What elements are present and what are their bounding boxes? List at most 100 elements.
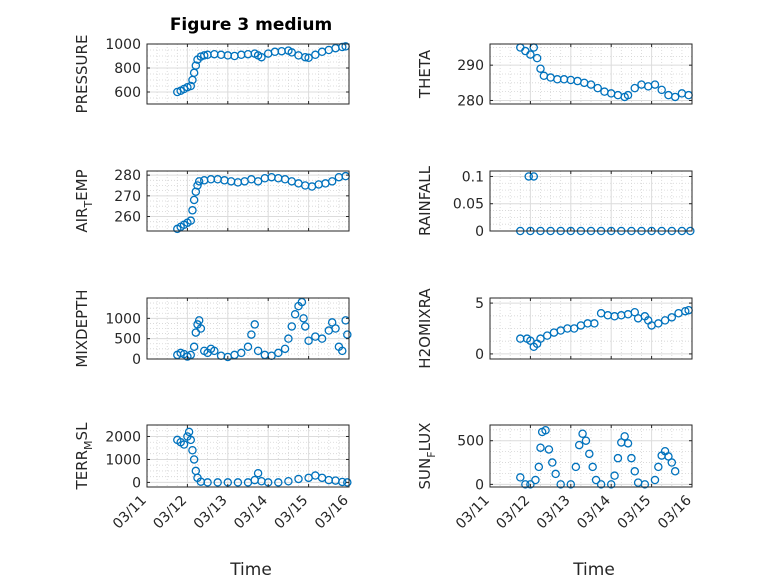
data-point bbox=[670, 467, 680, 476]
y-axis-label: TERRMSL bbox=[73, 422, 95, 491]
y-axis-label: THETA bbox=[416, 49, 434, 99]
data-point bbox=[654, 319, 663, 328]
y-tick-label: 1000 bbox=[105, 452, 141, 468]
y-tick-label: 2000 bbox=[105, 429, 141, 445]
data-point bbox=[650, 80, 660, 89]
axes-box bbox=[146, 43, 350, 105]
data-point bbox=[534, 462, 544, 472]
data-point bbox=[623, 439, 633, 448]
axes-box bbox=[146, 170, 350, 232]
y-tick-label: 5 bbox=[475, 296, 484, 312]
y-axis-label: SUNFLUX bbox=[416, 423, 438, 490]
data-point bbox=[304, 53, 313, 63]
y-tick-label: 0.1 bbox=[462, 169, 484, 185]
y-tick-label: 600 bbox=[114, 85, 141, 101]
data-point bbox=[529, 172, 539, 181]
y-axis-label: H2OMIXRA bbox=[416, 288, 434, 369]
data-point bbox=[194, 316, 204, 325]
y-axis-label: MIXDEPTH bbox=[73, 289, 91, 367]
data-point bbox=[524, 172, 533, 181]
y-tick-label: 500 bbox=[114, 332, 141, 348]
data-point bbox=[237, 348, 246, 358]
data-points bbox=[516, 305, 693, 352]
data-point bbox=[247, 330, 256, 339]
y-tick-label: 260 bbox=[114, 210, 141, 226]
data-point bbox=[650, 475, 660, 485]
y-axis-label: PRESSURE bbox=[73, 35, 91, 114]
data-point bbox=[660, 316, 670, 325]
data-point bbox=[250, 320, 259, 329]
y-tick-label: 0 bbox=[475, 347, 484, 363]
data-point bbox=[284, 477, 293, 486]
data-point bbox=[300, 322, 310, 331]
data-point bbox=[657, 85, 666, 95]
data-point bbox=[194, 177, 204, 186]
data-point bbox=[189, 195, 199, 205]
data-point bbox=[630, 467, 640, 476]
data-point bbox=[189, 342, 199, 352]
data-point bbox=[588, 462, 597, 472]
data-point bbox=[287, 322, 297, 331]
axes-box bbox=[489, 170, 693, 232]
data-point bbox=[317, 334, 327, 343]
data-point bbox=[526, 480, 535, 489]
data-point bbox=[188, 446, 197, 455]
data-point bbox=[193, 181, 202, 190]
y-tick-label: 0 bbox=[132, 352, 141, 368]
data-point bbox=[569, 324, 579, 333]
data-point bbox=[620, 432, 629, 441]
data-point bbox=[521, 480, 530, 489]
data-point bbox=[591, 475, 601, 485]
y-axis-label: RAINFALL bbox=[416, 165, 434, 236]
data-point bbox=[338, 42, 347, 52]
data-point bbox=[586, 80, 596, 89]
data-point bbox=[253, 346, 263, 356]
data-points bbox=[173, 171, 350, 234]
y-tick-label: 270 bbox=[114, 189, 141, 205]
subplot-mixdepth: 0 500 1000 MIXDEPTH bbox=[73, 289, 352, 368]
data-point bbox=[627, 453, 636, 463]
data-point bbox=[531, 475, 540, 485]
y-tick-label: 0 bbox=[475, 224, 484, 240]
y-tick-label: 280 bbox=[114, 168, 141, 184]
data-point bbox=[630, 83, 640, 93]
data-points bbox=[516, 425, 680, 489]
data-point bbox=[593, 83, 602, 93]
data-point bbox=[300, 52, 310, 62]
y-tick-label: 0 bbox=[132, 475, 141, 491]
data-point bbox=[526, 50, 535, 59]
data-point bbox=[311, 50, 320, 60]
data-point bbox=[548, 458, 557, 467]
data-point bbox=[280, 344, 290, 354]
y-tick-label: 290 bbox=[457, 58, 484, 74]
y-tick-label: 500 bbox=[457, 434, 484, 450]
y-tick-label: 800 bbox=[114, 61, 141, 77]
data-points bbox=[516, 43, 693, 102]
data-point bbox=[331, 324, 340, 333]
data-point bbox=[186, 435, 196, 445]
data-point bbox=[284, 334, 293, 343]
data-point bbox=[590, 319, 599, 328]
data-point bbox=[516, 473, 525, 482]
axes-box bbox=[489, 424, 693, 488]
figure-title: Figure 3 medium bbox=[170, 15, 332, 35]
axes-box bbox=[146, 424, 350, 488]
data-point bbox=[544, 445, 554, 454]
y-tick-label: 1000 bbox=[105, 311, 141, 327]
subplot-rainfall: 0 0.05 0.1 RAINFALL bbox=[416, 165, 695, 240]
data-point bbox=[610, 471, 619, 480]
data-point bbox=[189, 455, 199, 464]
data-point bbox=[233, 478, 243, 487]
data-point bbox=[667, 458, 677, 467]
data-point bbox=[294, 474, 303, 484]
data-point bbox=[623, 90, 633, 100]
subplot-h2omixra: 0 5 H2OMIXRA bbox=[416, 288, 693, 369]
axes-box bbox=[146, 297, 350, 360]
data-points bbox=[173, 42, 350, 97]
data-point bbox=[304, 336, 313, 345]
data-point bbox=[186, 216, 196, 225]
data-point bbox=[184, 427, 194, 437]
data-point bbox=[551, 469, 560, 479]
data-point bbox=[556, 480, 565, 489]
